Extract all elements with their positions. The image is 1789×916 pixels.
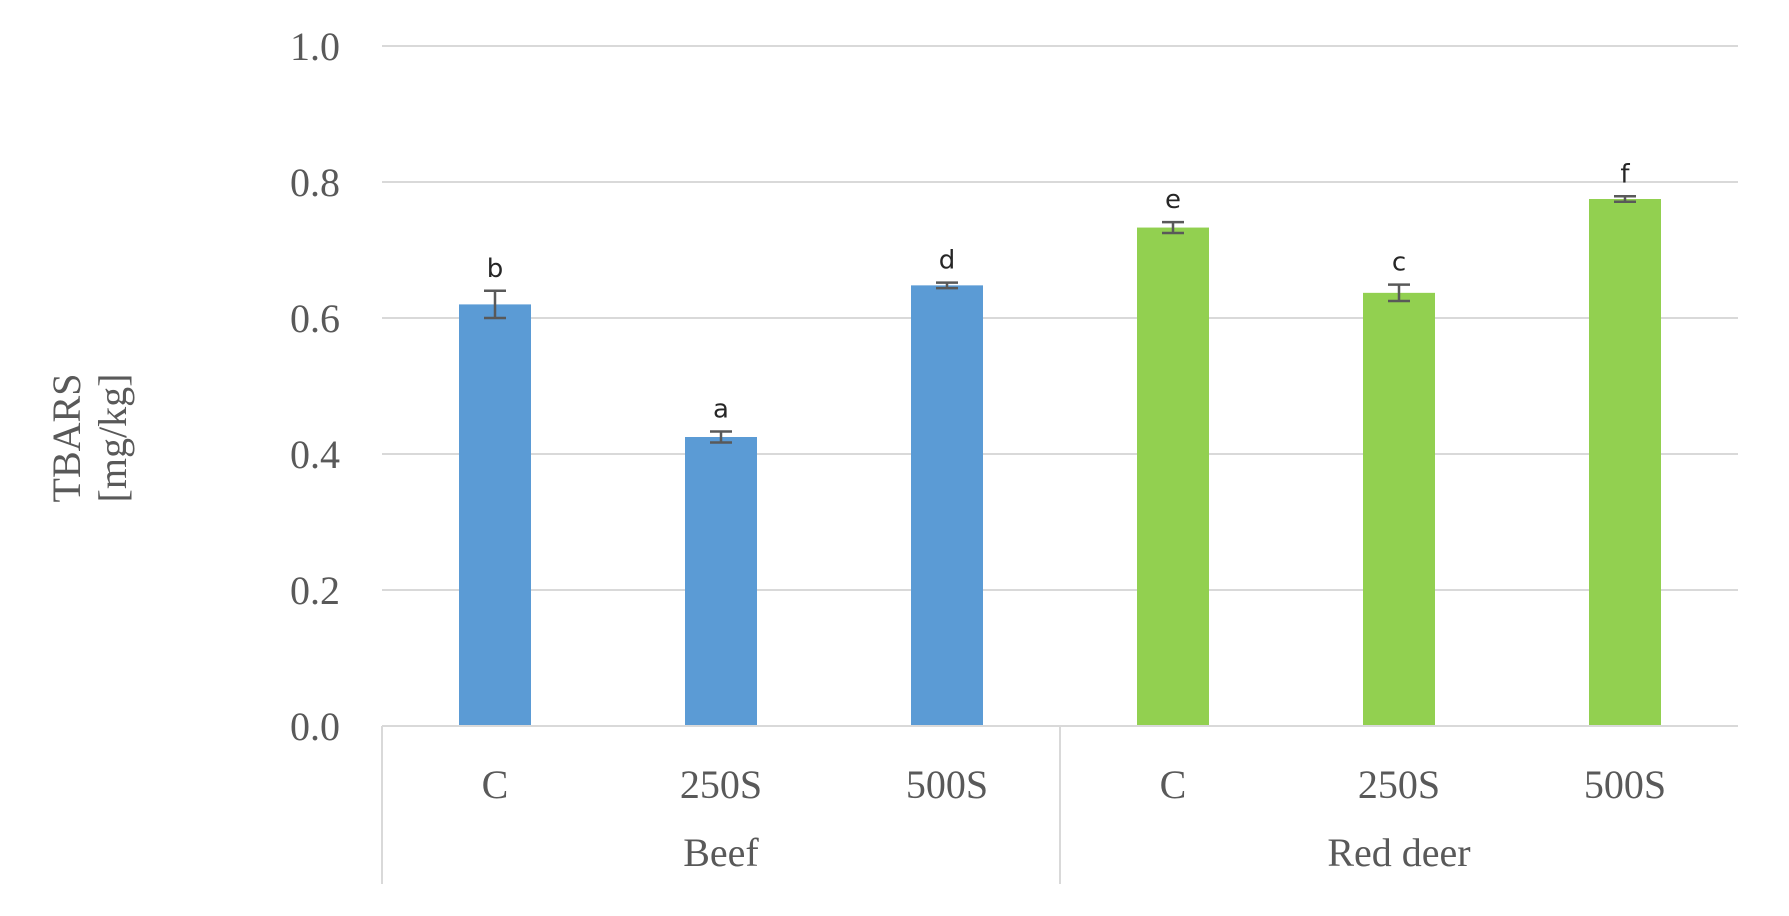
error-bars — [484, 195, 1636, 444]
error-bar — [1388, 283, 1410, 303]
y-tick-label: 0.0 — [290, 704, 340, 749]
x-tick-label: 500S — [906, 762, 988, 807]
x-tick-label: 250S — [680, 762, 762, 807]
significance-letter: f — [1620, 159, 1630, 189]
y-tick-label: 1.0 — [290, 24, 340, 69]
bar-red-deer-c — [1137, 227, 1209, 726]
bar-beef-500s — [911, 285, 983, 726]
group-label: Red deer — [1327, 830, 1470, 875]
x-axis — [381, 725, 1738, 884]
error-bar — [1162, 220, 1184, 235]
error-bar — [484, 289, 506, 320]
significance-letter: c — [1392, 248, 1406, 278]
error-bar — [710, 430, 732, 444]
x-tick-label: C — [1160, 762, 1187, 807]
bars — [459, 199, 1661, 726]
x-tick-labels: C 250S 500S C 250S 500S — [482, 762, 1666, 807]
y-tick-label: 0.6 — [290, 296, 340, 341]
x-tick-label: 250S — [1358, 762, 1440, 807]
error-bar — [1614, 195, 1636, 203]
bar-beef-250s — [685, 437, 757, 726]
y-tick-label: 0.4 — [290, 432, 340, 477]
significance-letter: d — [939, 246, 956, 276]
bar-beef-c — [459, 304, 531, 726]
group-labels: Beef Red deer — [683, 830, 1470, 875]
y-tick-label: 0.8 — [290, 160, 340, 205]
group-label: Beef — [683, 830, 759, 875]
x-tick-label: 500S — [1584, 762, 1666, 807]
significance-letter: a — [713, 395, 729, 425]
y-tick-label: 0.2 — [290, 568, 340, 613]
bar-red-deer-500s — [1589, 199, 1661, 726]
significance-letter: b — [487, 254, 504, 284]
x-tick-label: C — [482, 762, 509, 807]
gridlines — [382, 45, 1738, 591]
significance-letters: b a d e c f — [487, 159, 1631, 424]
bar-red-deer-250s — [1363, 292, 1435, 726]
significance-letter: e — [1165, 185, 1181, 215]
error-bar — [936, 281, 958, 290]
y-tick-labels: 0.0 0.2 0.4 0.6 0.8 1.0 — [290, 24, 340, 749]
y-axis-label-line-2: [mg/kg] — [90, 374, 135, 503]
y-axis-label: TBARS [mg/kg] — [44, 374, 135, 503]
y-axis-label-line-1: TBARS — [44, 374, 89, 503]
